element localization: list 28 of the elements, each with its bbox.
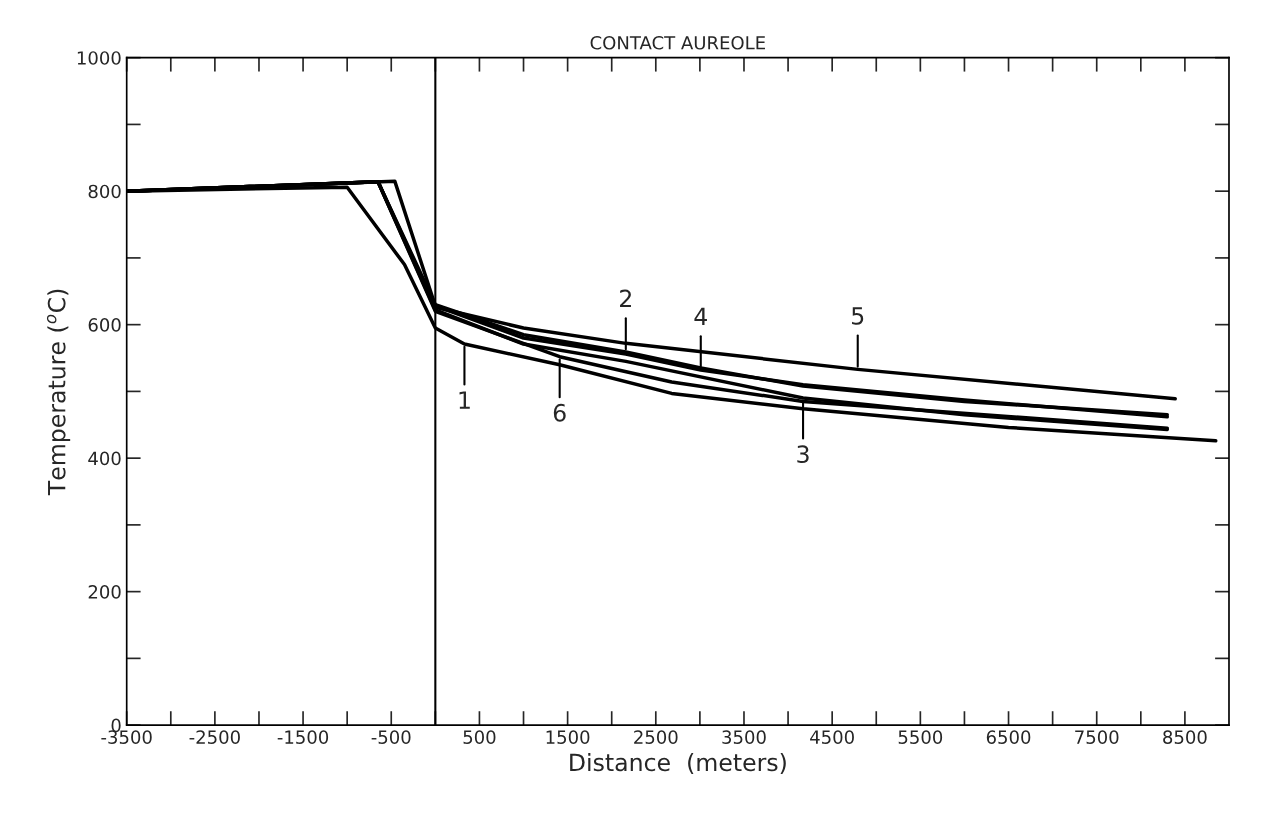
x-axis-title: Distance (meters): [570, 753, 786, 775]
y-tick-label: 600: [88, 318, 121, 332]
x-tick-label: 6500: [986, 730, 1031, 744]
x-tick-label: -3500: [101, 730, 152, 744]
x-tick-label: 8500: [1163, 730, 1207, 744]
x-tick-label: 500: [463, 730, 496, 744]
annotation: 4: [694, 307, 707, 326]
x-tick-label: 7500: [1075, 730, 1119, 744]
annotation: 1: [459, 391, 470, 409]
x-tick-label: -500: [371, 730, 411, 744]
x-tick-label: 1500: [546, 730, 590, 744]
chart-title: CONTACT AUREOLE: [590, 35, 765, 50]
x-tick-label: 3500: [722, 730, 766, 744]
y-tick-label: 0: [111, 718, 121, 733]
y-tick-label: 800: [88, 184, 121, 199]
annotation: 5: [852, 307, 864, 325]
y-tick-label: 1000: [77, 51, 121, 65]
x-tick-label: -1500: [277, 730, 329, 744]
x-tick-label: 4500: [810, 730, 854, 744]
annotation: 3: [797, 445, 809, 464]
x-tick-label: -2500: [189, 730, 240, 744]
annotation: 6: [553, 403, 566, 422]
x-tick-label: 2500: [634, 730, 678, 744]
annotation: 2: [620, 289, 631, 308]
y-tick-label: 400: [88, 451, 121, 466]
x-tick-label: 5500: [898, 730, 943, 744]
y-axis-title: Temperature ($^{o}$C): [46, 289, 71, 496]
y-tick-label: 200: [88, 585, 121, 599]
